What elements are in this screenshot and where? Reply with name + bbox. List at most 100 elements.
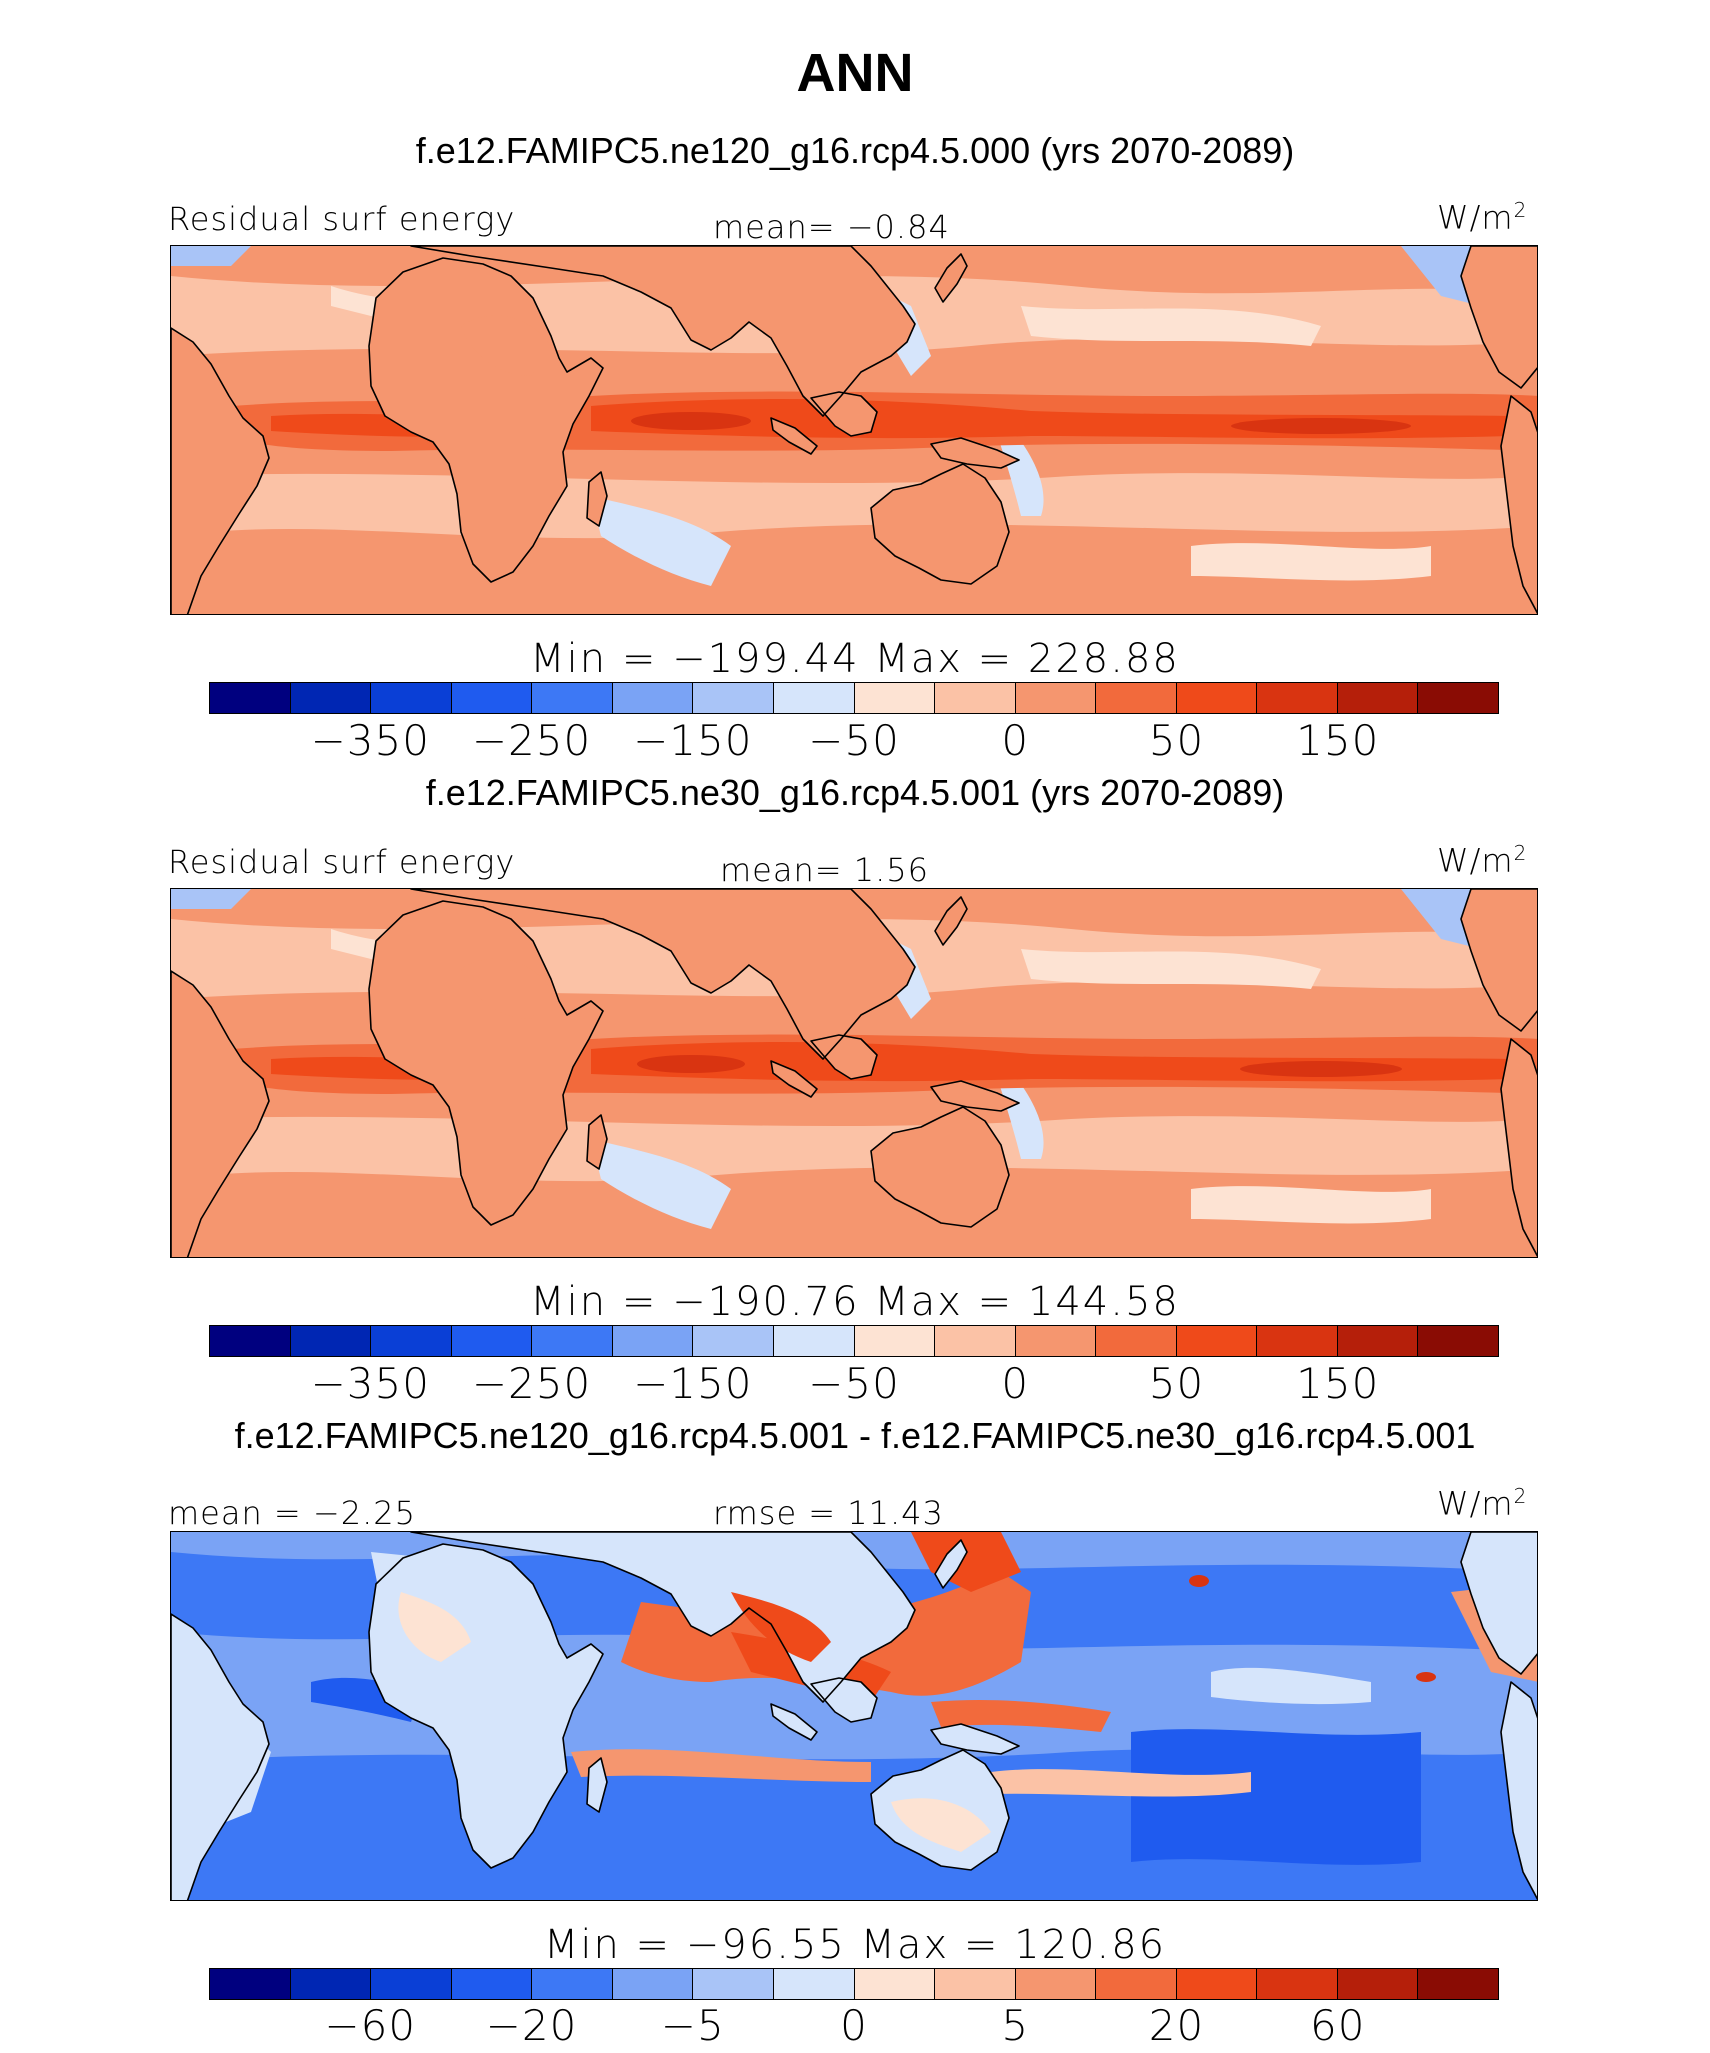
land-borneo-sumatra (771, 1678, 877, 1740)
coastline-japan (934, 896, 968, 946)
colorbar-tick-label: 0 (1001, 716, 1030, 765)
colorbar-swatch (693, 1326, 774, 1356)
colorbar-swatch (290, 1969, 372, 1999)
colorbar-swatch (1176, 683, 1258, 713)
coastline-japan (934, 253, 968, 303)
colorbar-tick-label: 0 (840, 2001, 868, 2050)
mean-label-3: mean = −2.25 (168, 1494, 416, 1532)
colorbar-tick-label: −150 (633, 716, 753, 765)
colorbar-swatch (371, 1969, 452, 1999)
land-south-america (171, 971, 269, 1257)
colorbar-tick-label: −350 (310, 716, 430, 765)
positive-core (911, 1532, 1021, 1592)
colorbar-swatch (210, 1969, 291, 1999)
colorbar-swatch (935, 683, 1016, 713)
positive-region (991, 1769, 1251, 1797)
colorbar-swatch (290, 1326, 372, 1356)
colorbar-swatch (1015, 1326, 1097, 1356)
itcz-max (1240, 1061, 1402, 1077)
colorbar-tick-label: −50 (808, 716, 900, 765)
colorbar-swatch (854, 1969, 936, 1999)
coastline-australia (870, 1106, 1010, 1228)
coastline-north-america (1460, 1532, 1537, 1675)
colorbar-swatch (1257, 683, 1338, 713)
colorbar-tick-label: −60 (324, 2001, 417, 2050)
colorbar-2 (209, 1325, 1499, 1357)
colorbar-swatch (612, 1969, 694, 1999)
colorbar-swatch (451, 683, 533, 713)
colorbar-tick-label: 150 (1296, 716, 1380, 765)
colorbar-swatch (1096, 1969, 1177, 1999)
coastline-australia (870, 463, 1010, 585)
contour-band (591, 496, 731, 586)
colorbar-swatch (1176, 1969, 1258, 1999)
land-australia (871, 1107, 1009, 1227)
contour-band (1191, 1186, 1431, 1224)
colorbar-swatch (1096, 1326, 1177, 1356)
land-central-america (1501, 1682, 1537, 1899)
contour-band (1021, 306, 1321, 346)
colorbar-ticks-2: −350 −250 −150 −50 0 50 150 (0, 1359, 1710, 1411)
variable-label-1: Residual surf energy (168, 200, 516, 238)
land-north-america (1461, 889, 1537, 1031)
colorbar-swatch (1015, 1969, 1097, 1999)
colorbar-ticks-1: −350 −250 −150 −50 0 50 150 (0, 716, 1710, 768)
variable-label-2: Residual surf energy (168, 843, 516, 881)
coastline-south-america (171, 327, 270, 614)
coastline-new-guinea (930, 1723, 1020, 1755)
coastline-north-america (1460, 889, 1537, 1032)
colorbar-swatch (773, 683, 855, 713)
colorbar-swatch (773, 1969, 855, 1999)
coastline-central-america (1500, 1038, 1537, 1257)
positive-region (571, 1749, 871, 1782)
rmse-label-3: rmse = 11.43 (713, 1494, 944, 1532)
coastline-africa (368, 257, 604, 583)
itcz-max (1231, 418, 1411, 434)
coastline-borneo-sumatra (770, 391, 878, 455)
land-patch (891, 1798, 991, 1852)
colorbar-swatch (612, 683, 694, 713)
colorbar-swatch (371, 683, 452, 713)
positive-region (931, 1700, 1111, 1732)
minmax-label-2: Min = −190.76 Max = 144.58 (530, 1279, 1180, 1325)
colorbar-swatch (693, 683, 774, 713)
land-borneo-sumatra (771, 392, 877, 454)
colorbar-swatch (693, 1969, 774, 1999)
land-eurasia (411, 246, 915, 416)
coastline-eurasia (410, 889, 916, 1060)
units-label-2: W/m2 (1437, 841, 1528, 880)
colorbar-swatch (1257, 1326, 1338, 1356)
coastline-borneo-sumatra (770, 1677, 878, 1741)
land-north-america (1461, 246, 1537, 388)
colorbar-tick-label: 150 (1296, 1359, 1380, 1408)
colorbar-swatch (290, 683, 372, 713)
colorbar-swatch (532, 683, 613, 713)
contour-map-2 (171, 889, 1537, 1257)
colorbar-swatch (210, 1326, 291, 1356)
coastline-south-america (171, 970, 270, 1257)
land-south-america (171, 1614, 269, 1900)
colorbar-swatch (612, 1326, 694, 1356)
colorbar-swatch (773, 1326, 855, 1356)
land-south-america (171, 328, 269, 614)
mean-label-1: mean= −0.84 (713, 208, 950, 246)
land-patch (398, 1592, 471, 1662)
contour-band (1021, 949, 1321, 989)
coastline-north-america (1460, 246, 1537, 389)
colorbar-tick-label: 0 (1001, 1359, 1030, 1408)
coastline-new-guinea (930, 437, 1020, 469)
land-borneo-sumatra (771, 1035, 877, 1097)
colorbar-tick-label: 50 (1148, 716, 1205, 765)
colorbar-swatch (451, 1969, 533, 1999)
colorbar-tick-label: 50 (1148, 1359, 1205, 1408)
colorbar-swatch (854, 1326, 936, 1356)
case-title-3: f.e12.FAMIPC5.ne120_g16.rcp4.5.001 - f.e… (234, 1415, 1476, 1456)
colorbar-swatch (1096, 683, 1177, 713)
colorbar-tick-label: 20 (1148, 2001, 1205, 2050)
land-japan (935, 897, 967, 945)
coastline-africa (368, 1543, 604, 1869)
map-panel-3 (170, 1531, 1538, 1901)
case-title-1: f.e12.FAMIPC5.ne120_g16.rcp4.5.000 (yrs … (415, 130, 1295, 171)
coastline-madagascar (586, 1757, 608, 1813)
land-patch (461, 315, 551, 376)
